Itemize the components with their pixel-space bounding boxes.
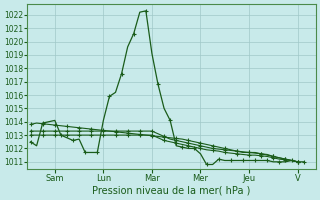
X-axis label: Pression niveau de la mer( hPa ): Pression niveau de la mer( hPa ): [92, 186, 251, 196]
